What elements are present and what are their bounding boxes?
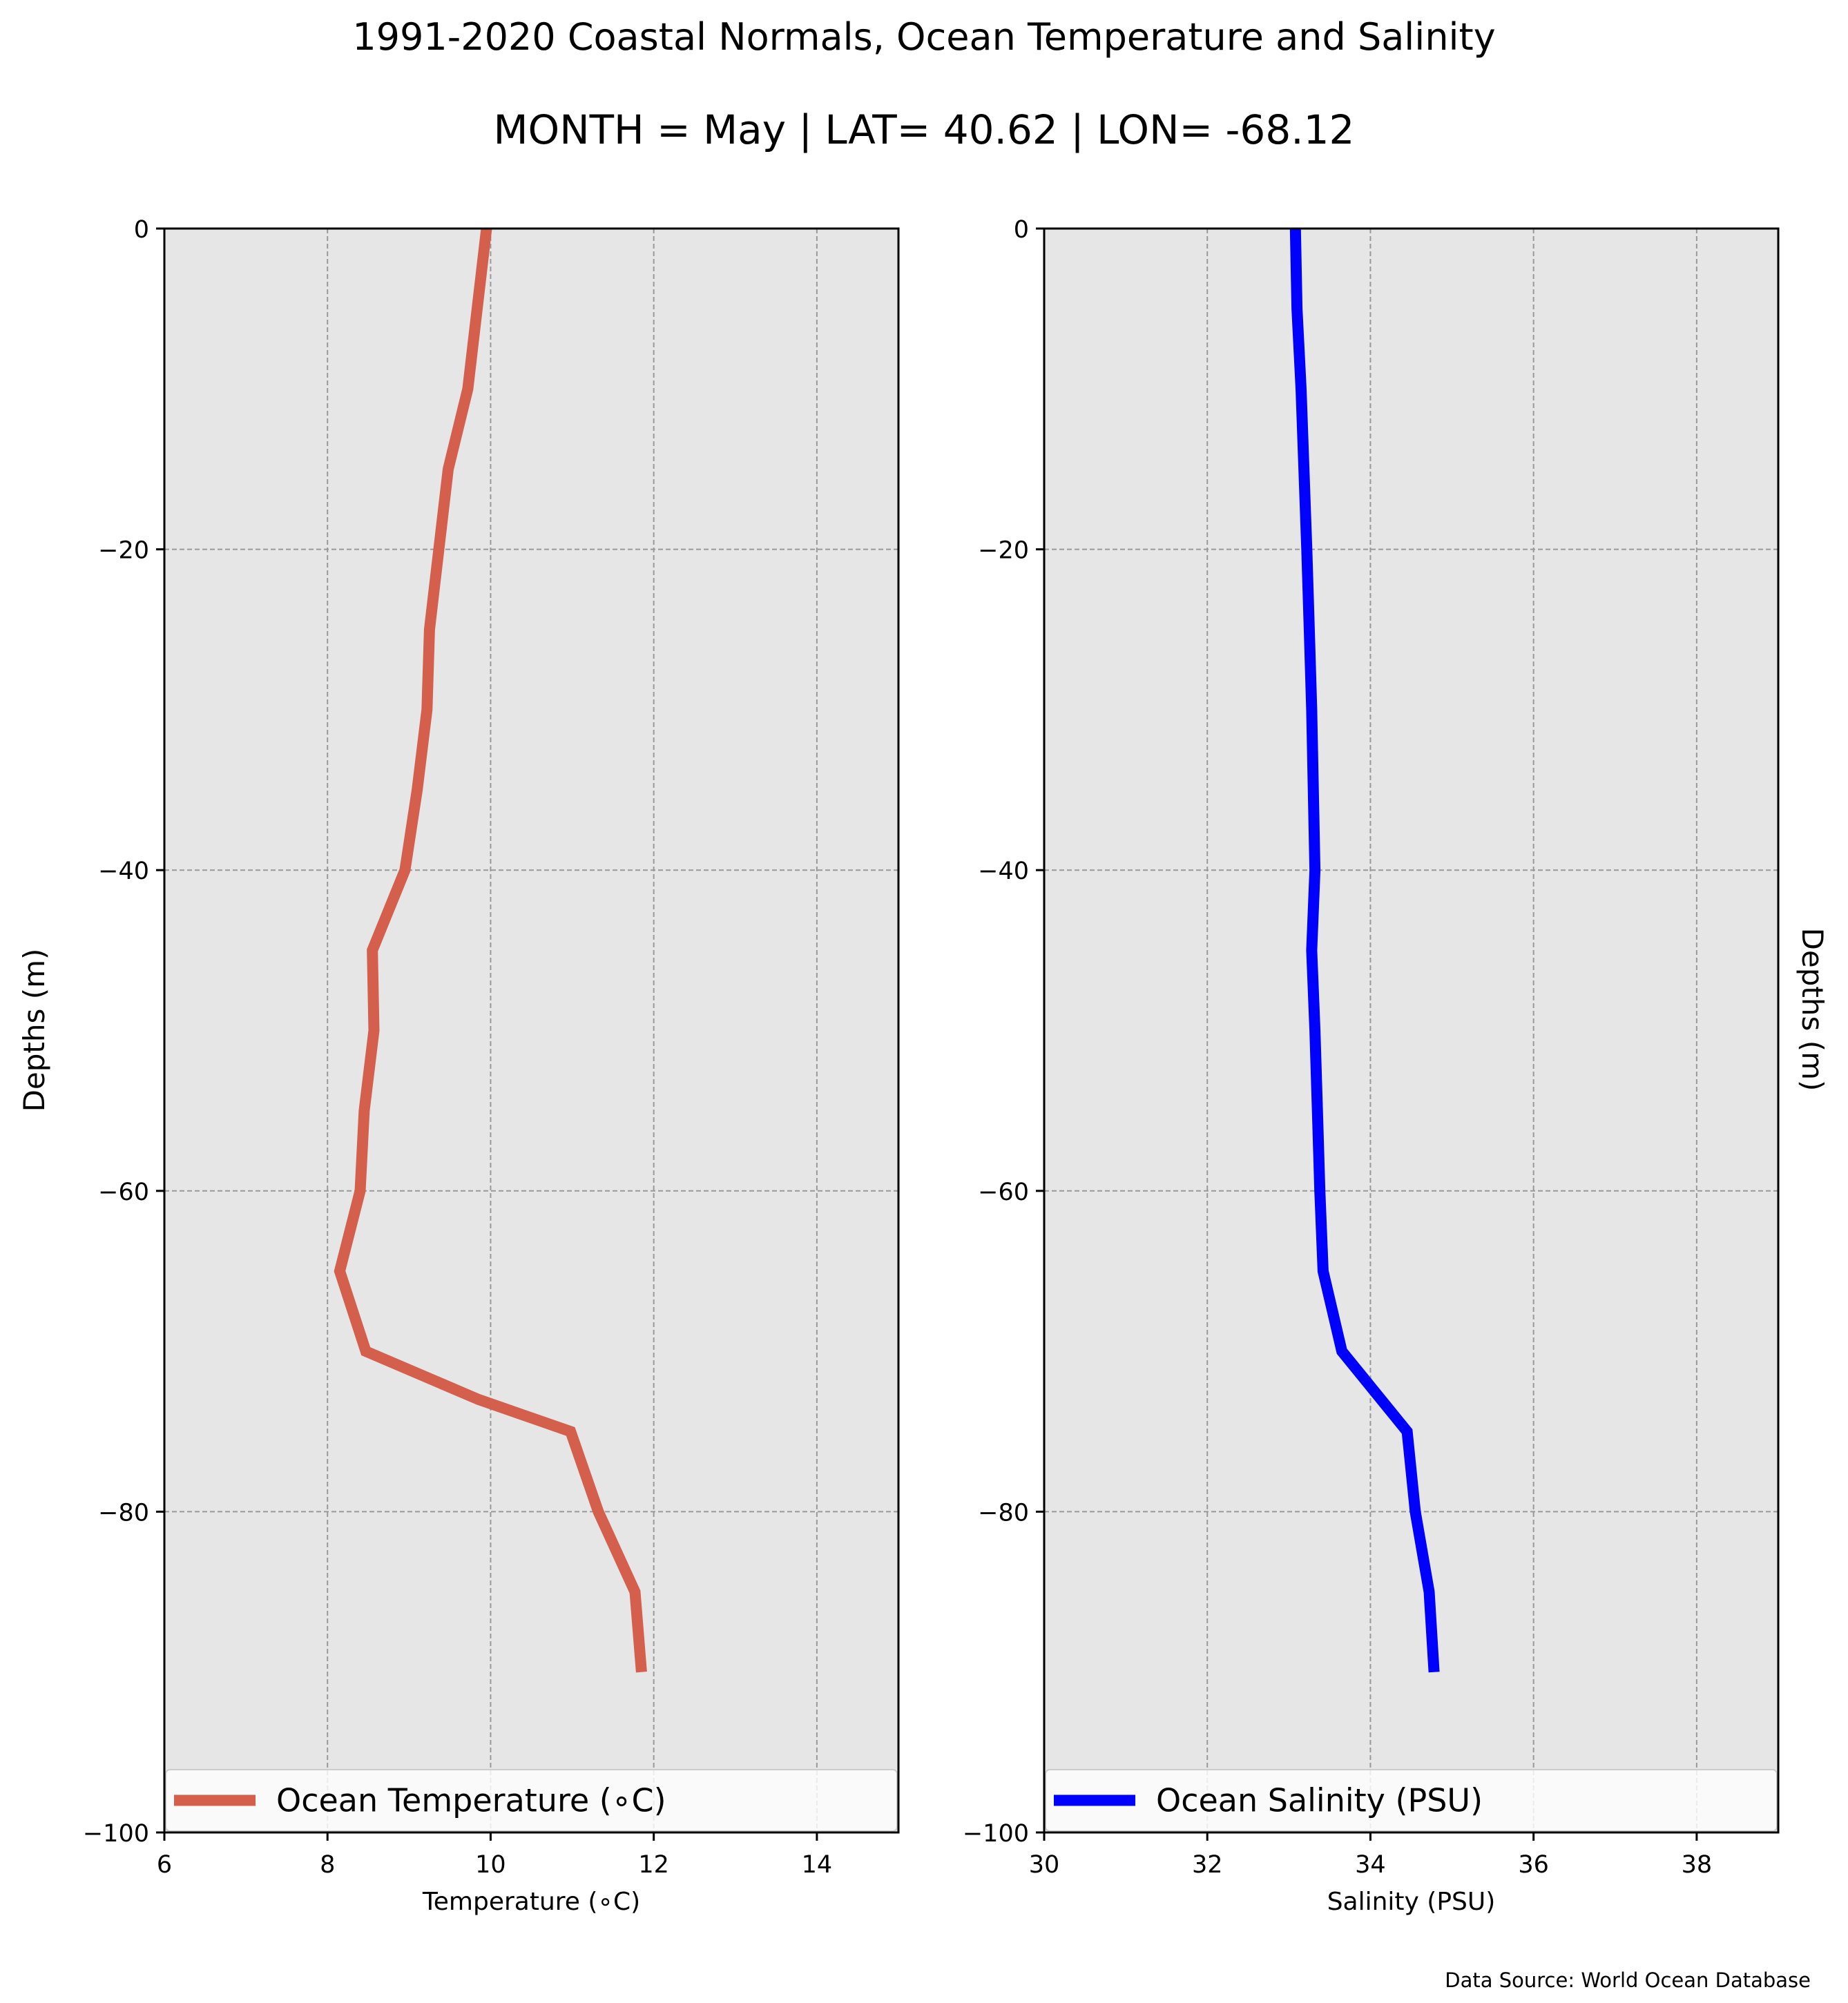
salinity-x-tick-label: 30 (1029, 1851, 1060, 1879)
temperature-x-tick-label: 14 (802, 1851, 833, 1879)
temperature-y-tick-label: −20 (98, 537, 149, 565)
figure-subtitle: MONTH = May | LAT= 40.62 | LON= -68.12 (494, 106, 1355, 153)
temperature-panel: Ocean Temperature (∘C) 6 8 10 12 14 0 −20 −40 −60… (17, 216, 900, 1916)
temperature-legend-label: Ocean Temperature (∘C) (276, 1782, 666, 1819)
salinity-legend-label: Ocean Salinity (PSU) (1156, 1782, 1483, 1819)
salinity-y-tick-label: −80 (978, 1499, 1029, 1527)
temperature-x-tick-label: 10 (475, 1851, 506, 1879)
salinity-x-tick-label: 36 (1518, 1851, 1549, 1879)
temperature-plot-area (164, 229, 898, 1832)
temperature-x-tick-label: 12 (638, 1851, 669, 1879)
salinity-x-tick-label: 38 (1682, 1851, 1713, 1879)
temperature-y-tick-label: −80 (98, 1499, 149, 1527)
salinity-y-tick-label: −40 (978, 858, 1029, 885)
salinity-axes-frame (1043, 227, 1780, 1834)
temperature-x-tick-label: 6 (157, 1851, 172, 1879)
temperature-series-line (334, 228, 647, 1673)
temperature-x-tick-label: 8 (320, 1851, 335, 1879)
salinity-panel: Ocean Salinity (PSU) 30 32 34 36 38 0 −20 −40 −60… (963, 216, 1780, 1916)
temperature-y-tick-label: 0 (134, 216, 149, 244)
salinity-x-axis-label: Salinity (PSU) (1327, 1888, 1496, 1916)
salinity-y-tick-label: −60 (978, 1179, 1029, 1206)
temperature-y-tick-label: −100 (83, 1820, 149, 1848)
salinity-x-tick-label: 34 (1355, 1851, 1386, 1879)
right-axis-ylabel: Depths (m) (1796, 928, 1829, 1092)
temperature-legend-box (165, 1769, 898, 1832)
temperature-x-axis-label: Temperature (∘C) (422, 1888, 640, 1916)
salinity-plot-area (1044, 229, 1778, 1832)
temperature-y-tick-label: −60 (98, 1179, 149, 1206)
data-source-note: Data Source: World Ocean Database (1445, 1968, 1811, 1992)
temperature-axes-frame (163, 227, 900, 1834)
salinity-legend-box (1045, 1769, 1778, 1832)
figure-title: 1991-2020 Coastal Normals, Ocean Tempera… (352, 15, 1495, 59)
temperature-y-tick-label: −40 (98, 858, 149, 885)
salinity-x-tick-label: 32 (1192, 1851, 1223, 1879)
salinity-y-tick-label: −100 (963, 1820, 1029, 1848)
temperature-y-axis-label: Depths (m) (17, 949, 51, 1112)
salinity-series-line (1289, 228, 1440, 1673)
salinity-y-tick-label: −20 (978, 537, 1029, 565)
salinity-y-tick-label: 0 (1014, 216, 1029, 244)
